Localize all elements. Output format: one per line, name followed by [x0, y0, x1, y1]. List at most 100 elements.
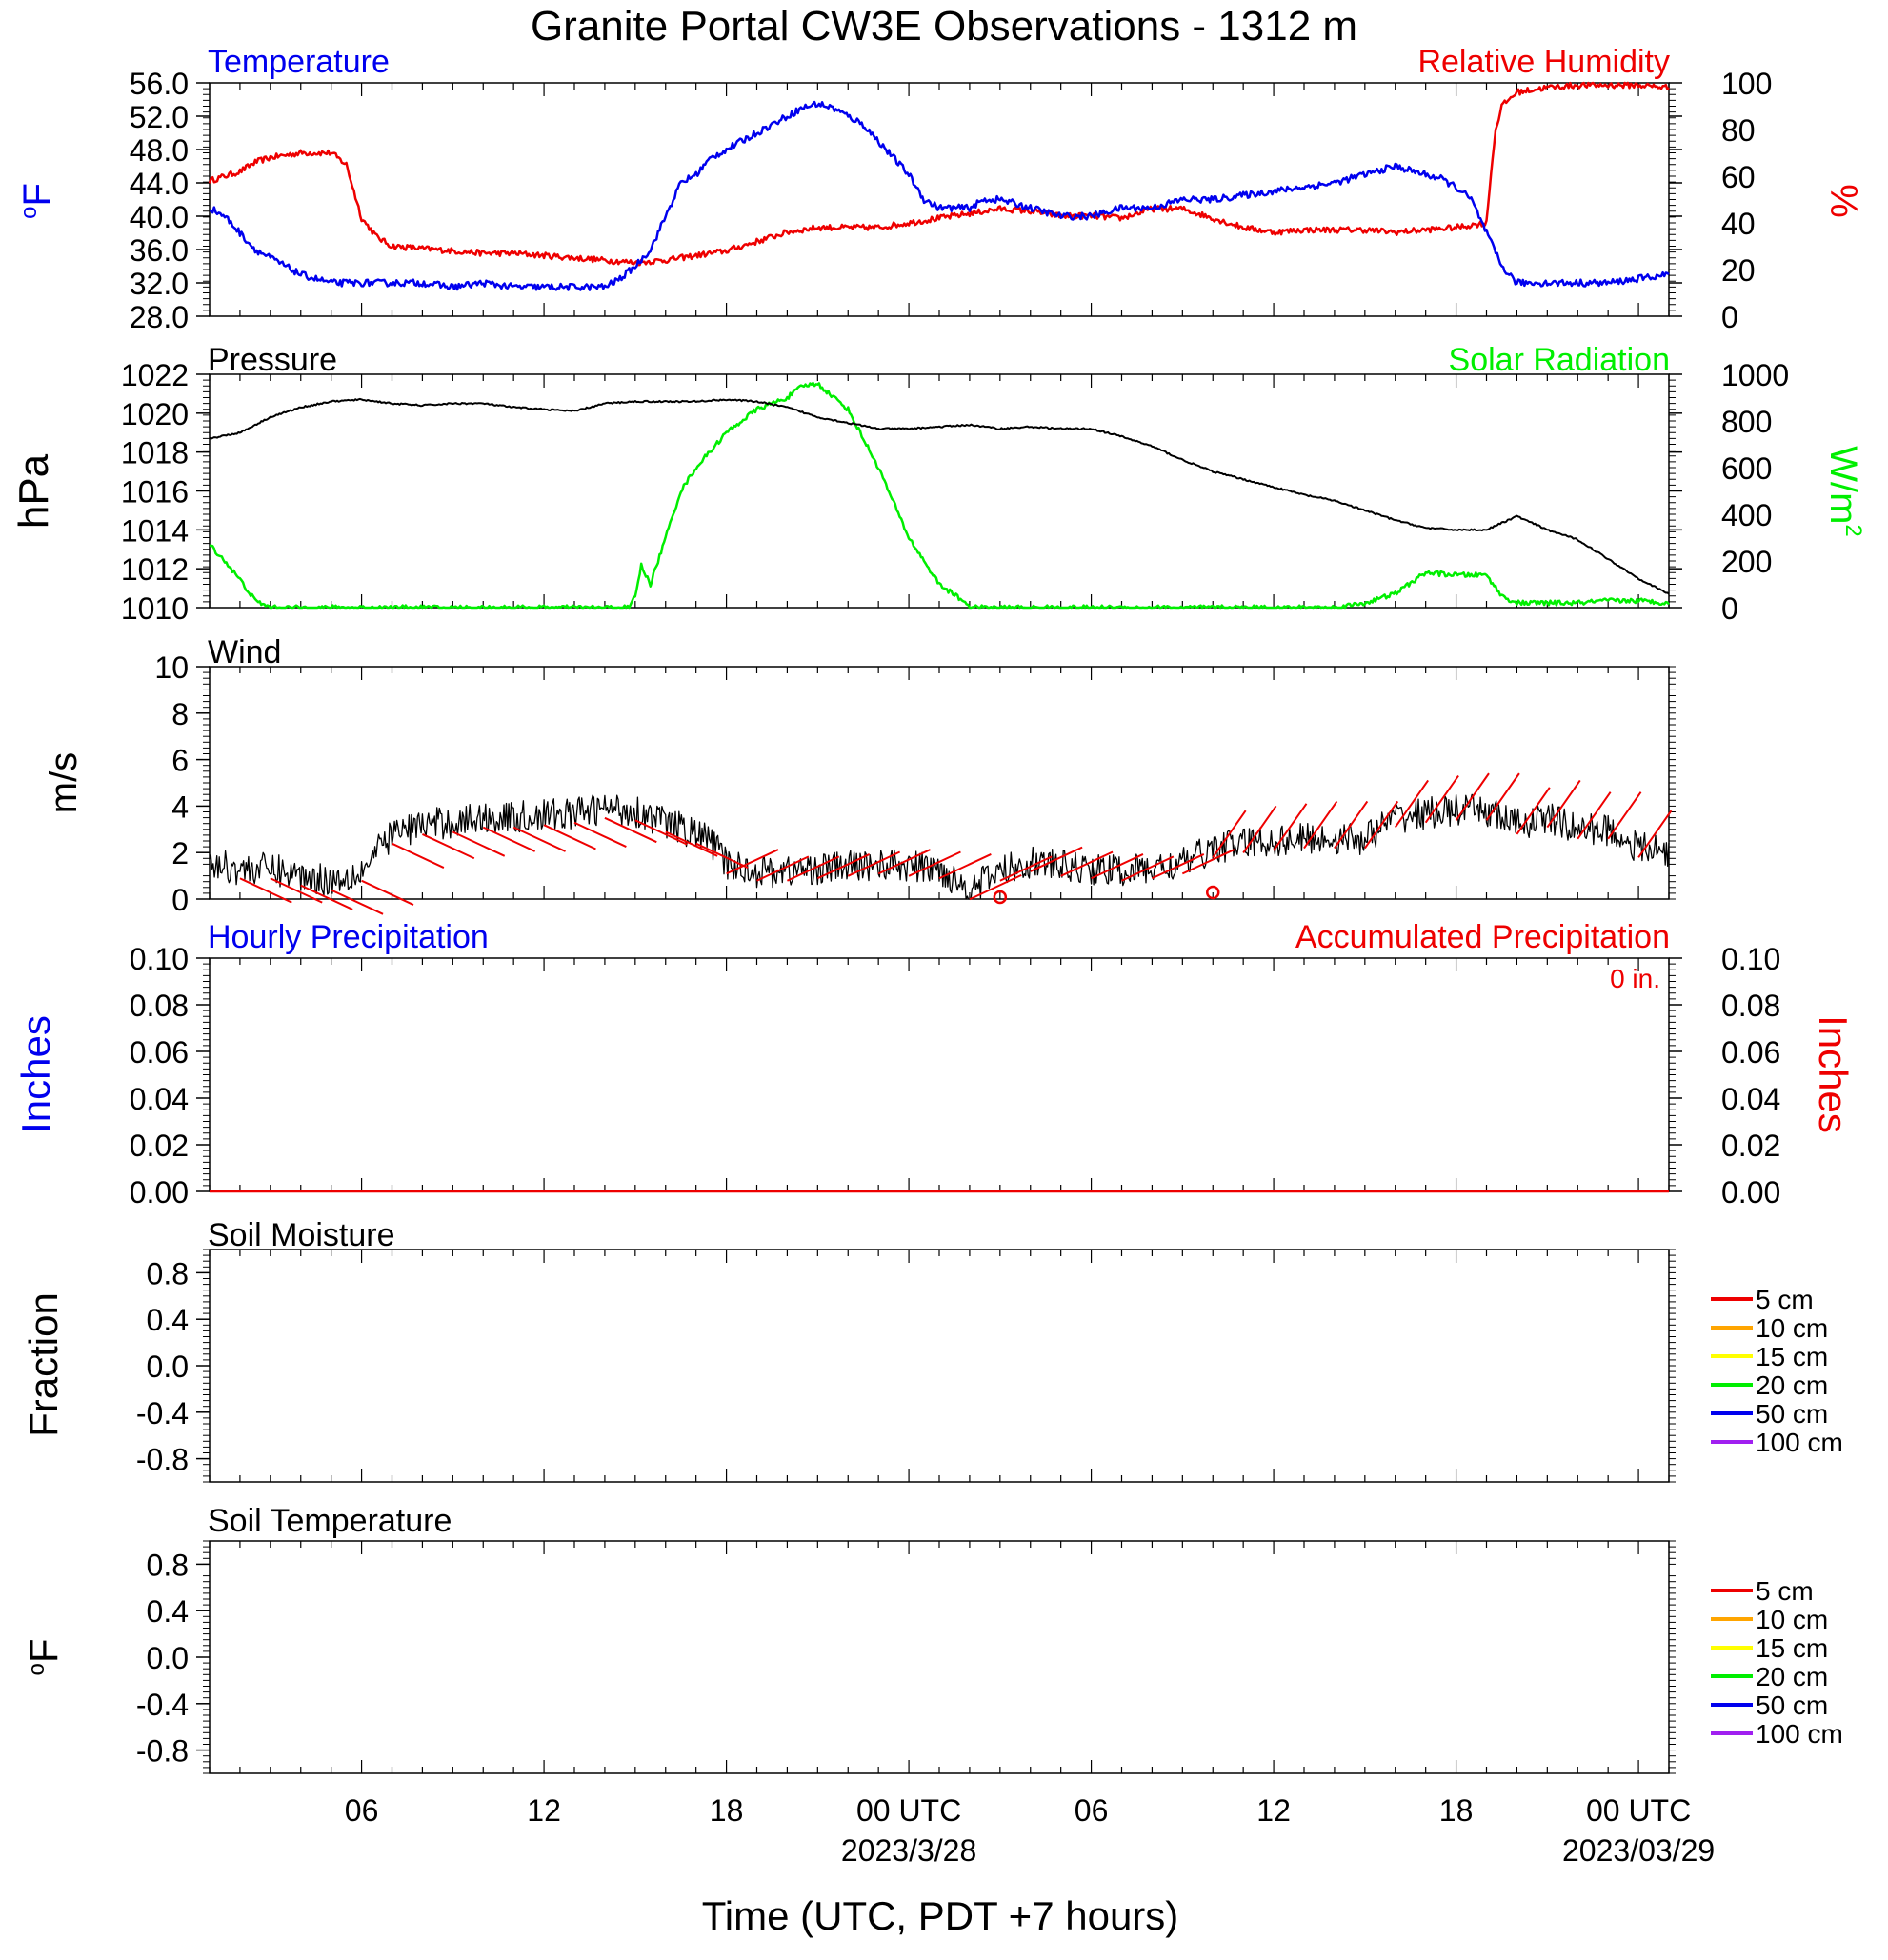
- soil-temperature-unit-text: F: [21, 1638, 66, 1663]
- wind-y-tick-label: 6: [171, 744, 189, 778]
- temp_rh-y-tick-label-right: 40: [1721, 207, 1756, 241]
- wind-barb: [1151, 853, 1205, 880]
- temperature-unit-text: F: [16, 183, 58, 206]
- wind-barb: [1060, 850, 1114, 877]
- solar-unit-base: W/m: [1822, 446, 1864, 524]
- soil-temperature-unit: oF: [21, 1638, 66, 1675]
- precip-y-tick-label: 0.06: [130, 1035, 189, 1070]
- wind-barb: [1121, 855, 1175, 882]
- soil_temperature-legend-label: 20 cm: [1756, 1662, 1828, 1691]
- wind-barb: [331, 889, 384, 915]
- wind-barb: [999, 855, 1053, 882]
- wind-barb: [665, 830, 718, 857]
- soil_temperature-legend-label: 10 cm: [1756, 1605, 1828, 1634]
- precip-y-tick-label: 0.02: [130, 1129, 189, 1163]
- pressure_solar-y-tick-label-right: 800: [1721, 405, 1772, 439]
- wind-barb: [482, 826, 536, 852]
- wind-barb: [847, 850, 901, 877]
- x-tick-label: 18: [1439, 1793, 1474, 1828]
- accum-precip-label: Accumulated Precipitation: [1295, 919, 1670, 955]
- x-tick-label: 06: [345, 1793, 379, 1828]
- wind-barb: [270, 877, 323, 904]
- precip-right-unit: Inches: [1811, 1015, 1856, 1133]
- precip-y-tick-label-right: 0.06: [1721, 1035, 1780, 1070]
- chart-title: Granite Portal CW3E Observations - 1312 …: [531, 3, 1357, 50]
- wind-barb: [726, 849, 779, 875]
- wind-calm-marker: [993, 890, 1008, 905]
- precip-y-tick-label: 0.00: [130, 1175, 189, 1210]
- x-tick-label: 06: [1075, 1793, 1109, 1828]
- wind-barb: [1485, 772, 1520, 821]
- wind-barb: [695, 842, 749, 869]
- temp_rh-frame: [209, 82, 1670, 317]
- wind-barb: [361, 879, 414, 906]
- wind-barb: [604, 816, 657, 844]
- wind-barb: [1091, 853, 1144, 880]
- wind-barb: [1242, 805, 1277, 854]
- pressure_solar-y-tick-label-right: 1000: [1721, 358, 1789, 392]
- wind-barb: [421, 833, 475, 860]
- soil_temperature-y-tick-label: 0.0: [147, 1641, 189, 1675]
- wind-barb: [969, 873, 1022, 901]
- temp_rh-y-tick-label: 32.0: [130, 267, 189, 301]
- precip-y-tick-label: 0.04: [130, 1082, 189, 1116]
- precip-frame: [209, 957, 1670, 1192]
- precip-y-tick-label-right: 0.10: [1721, 942, 1780, 976]
- hourly-precip-label: Hourly Precipitation: [208, 919, 489, 955]
- temp_rh-y-tick-label: 28.0: [130, 300, 189, 334]
- wind-barb: [786, 855, 840, 882]
- soil_temperature-y-tick-label: 0.8: [147, 1548, 189, 1582]
- wind-barb: [1455, 772, 1490, 821]
- soil_moisture-legend-label: 15 cm: [1756, 1342, 1828, 1371]
- precip-y-tick-label-right: 0.04: [1721, 1082, 1780, 1116]
- soil_moisture-y-tick-label: 0.0: [147, 1350, 189, 1384]
- soil_moisture-y-tick-label: 0.4: [147, 1303, 189, 1337]
- precip-y-tick-label-right: 0.00: [1721, 1175, 1780, 1210]
- wind-barb: [1212, 810, 1247, 858]
- pressure_solar-y-tick-label: 1016: [121, 475, 189, 510]
- temperature-line: [209, 100, 1670, 291]
- soil_temperature-frame: [209, 1540, 1670, 1774]
- temp_rh-y-tick-label: 36.0: [130, 233, 189, 268]
- wind-speed-line: [209, 793, 1670, 900]
- wind-y-tick-label: 10: [154, 650, 189, 685]
- temp_rh-y-tick-label-right: 80: [1721, 113, 1756, 148]
- temp_rh-y-tick-label: 52.0: [130, 100, 189, 134]
- wind-barb: [938, 853, 992, 880]
- wind-label: Wind: [208, 634, 281, 670]
- pressure_solar-y-tick-label: 1022: [121, 358, 189, 392]
- temp_rh-y-tick-label: 48.0: [130, 133, 189, 168]
- solar-unit: W/m2: [1822, 446, 1866, 537]
- wind-barb: [573, 821, 627, 848]
- wind-barb: [1181, 849, 1235, 875]
- soil_moisture-legend-label: 10 cm: [1756, 1313, 1828, 1343]
- wind-unit: m/s: [43, 752, 85, 813]
- pressure-label: Pressure: [208, 342, 337, 378]
- soil_moisture-frame: [209, 1249, 1670, 1483]
- soil_moisture-legend-label: 100 cm: [1756, 1428, 1843, 1457]
- pressure_solar-y-tick-label-right: 200: [1721, 545, 1772, 579]
- x-axis-title: Time (UTC, PDT +7 hours): [702, 1893, 1179, 1938]
- temp_rh-y-tick-label-right: 0: [1721, 300, 1738, 334]
- pressure_solar-frame: [209, 373, 1670, 609]
- wind-barb: [1273, 803, 1308, 851]
- temp_rh-y-tick-label: 56.0: [130, 67, 189, 101]
- wind-barb: [908, 850, 961, 877]
- x-tick-sublabel: 2023/3/28: [841, 1833, 976, 1868]
- soil_temperature-legend-label: 5 cm: [1756, 1576, 1814, 1606]
- wind-calm-marker: [1206, 885, 1220, 900]
- soil_moisture-legend-label: 20 cm: [1756, 1370, 1828, 1400]
- x-tick-label: 18: [710, 1793, 744, 1828]
- accum-precip-total: 0 in.: [1610, 964, 1660, 993]
- humidity-unit: %: [1822, 184, 1864, 218]
- x-tick-label: 00 UTC: [856, 1793, 961, 1828]
- soil-moisture-unit: Fraction: [21, 1292, 66, 1437]
- wind-barb: [1334, 800, 1369, 850]
- wind-barb: [1424, 774, 1459, 824]
- x-tick-label: 12: [1256, 1793, 1291, 1828]
- wind-barb: [634, 819, 688, 846]
- pressure_solar-y-tick-label: 1020: [121, 397, 189, 431]
- wind-barb: [300, 884, 353, 910]
